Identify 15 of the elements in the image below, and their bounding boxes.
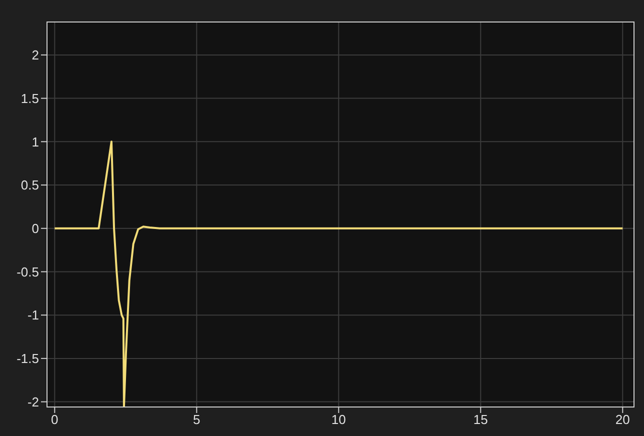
y-tick-label: -1.5 xyxy=(16,351,39,366)
y-tick-label: -0.5 xyxy=(16,264,39,280)
y-tick-label: -1 xyxy=(27,308,39,323)
x-tick-label: 5 xyxy=(193,412,200,428)
y-tick-label: 1.5 xyxy=(20,90,39,106)
x-tick-label: 0 xyxy=(51,412,58,428)
x-tick-label: 15 xyxy=(473,412,488,428)
y-tick-label: -2 xyxy=(27,394,39,410)
y-tick-label: 1 xyxy=(32,134,39,150)
y-tick-label: 0.5 xyxy=(20,178,39,193)
x-tick-label: 10 xyxy=(331,412,346,428)
y-tick-label: 0 xyxy=(32,220,39,236)
y-tick-label: 2 xyxy=(32,48,39,63)
x-tick-label: 20 xyxy=(615,412,630,428)
line-series xyxy=(54,140,624,407)
